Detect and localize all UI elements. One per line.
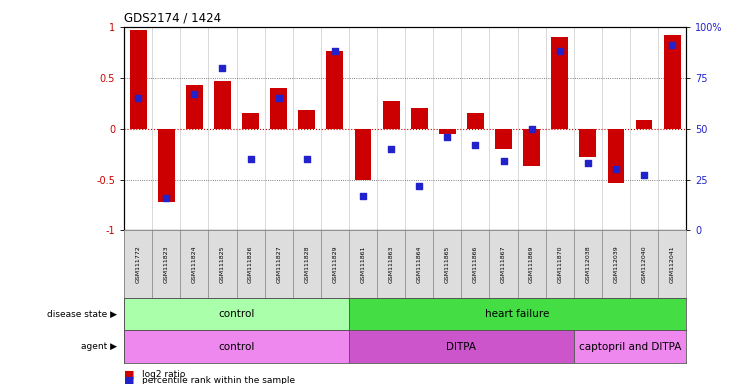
Text: heart failure: heart failure — [485, 309, 550, 319]
Text: GSM111869: GSM111869 — [529, 245, 534, 283]
Bar — [186, 85, 203, 129]
Text: GSM111866: GSM111866 — [473, 245, 478, 283]
Text: GSM111867: GSM111867 — [501, 245, 506, 283]
Bar — [237, 230, 264, 298]
Bar — [434, 230, 461, 298]
Text: disease state ▶: disease state ▶ — [47, 310, 117, 318]
Bar — [377, 230, 405, 298]
Text: GSM111864: GSM111864 — [417, 245, 422, 283]
Text: GSM111861: GSM111861 — [361, 245, 366, 283]
Point — [245, 156, 256, 162]
Point — [442, 134, 453, 140]
Bar — [658, 230, 686, 298]
Bar — [636, 121, 653, 129]
Bar — [214, 81, 231, 129]
Bar — [546, 230, 574, 298]
Bar — [264, 230, 293, 298]
Text: GSM111825: GSM111825 — [220, 245, 225, 283]
Bar — [574, 230, 602, 298]
Text: captopril and DITPA: captopril and DITPA — [579, 341, 681, 352]
Point — [526, 126, 537, 132]
Text: control: control — [218, 309, 255, 319]
Bar — [439, 129, 456, 134]
Text: GSM112039: GSM112039 — [613, 245, 618, 283]
Bar — [574, 330, 686, 363]
Bar — [607, 129, 624, 182]
Point — [610, 166, 622, 172]
Text: GSM111823: GSM111823 — [164, 245, 169, 283]
Bar — [630, 230, 658, 298]
Bar — [383, 101, 399, 129]
Point — [469, 142, 481, 148]
Bar — [523, 129, 540, 166]
Text: GSM111870: GSM111870 — [557, 245, 562, 283]
Point — [188, 91, 200, 97]
Bar — [180, 230, 209, 298]
Text: log2 ratio: log2 ratio — [142, 370, 185, 379]
Bar — [580, 129, 596, 157]
Bar — [326, 51, 343, 129]
Point — [217, 65, 228, 71]
Point — [357, 193, 369, 199]
Point — [385, 146, 397, 152]
Bar — [349, 230, 377, 298]
Bar — [270, 88, 287, 129]
Bar — [124, 298, 349, 330]
Bar — [490, 230, 518, 298]
Text: GDS2174 / 1424: GDS2174 / 1424 — [124, 11, 221, 24]
Bar — [299, 110, 315, 129]
Bar — [321, 230, 349, 298]
Point — [554, 48, 566, 55]
Bar — [124, 330, 349, 363]
Bar — [349, 298, 686, 330]
Bar — [130, 30, 147, 129]
Bar — [153, 230, 180, 298]
Bar — [158, 129, 174, 202]
Text: GSM111863: GSM111863 — [388, 245, 393, 283]
Bar — [551, 37, 568, 129]
Text: GSM111828: GSM111828 — [304, 245, 310, 283]
Bar — [495, 129, 512, 149]
Text: GSM111865: GSM111865 — [445, 245, 450, 283]
Text: GSM112040: GSM112040 — [642, 245, 647, 283]
Text: ■: ■ — [124, 369, 134, 379]
Point — [329, 48, 341, 55]
Point — [413, 182, 425, 189]
Text: GSM111827: GSM111827 — [276, 245, 281, 283]
Text: GSM112038: GSM112038 — [585, 245, 591, 283]
Bar — [242, 113, 259, 129]
Bar — [664, 35, 680, 129]
Text: GSM111772: GSM111772 — [136, 245, 141, 283]
Point — [666, 42, 678, 48]
Bar — [293, 230, 321, 298]
Point — [161, 195, 172, 201]
Point — [132, 95, 144, 101]
Text: GSM111829: GSM111829 — [332, 245, 337, 283]
Text: agent ▶: agent ▶ — [81, 342, 117, 351]
Point — [301, 156, 312, 162]
Point — [273, 95, 285, 101]
Bar — [209, 230, 237, 298]
Bar — [124, 230, 152, 298]
Text: GSM111826: GSM111826 — [248, 245, 253, 283]
Point — [498, 158, 510, 164]
Text: ■: ■ — [124, 376, 134, 384]
Bar — [405, 230, 434, 298]
Bar — [349, 330, 574, 363]
Text: GSM112041: GSM112041 — [669, 245, 675, 283]
Text: control: control — [218, 341, 255, 352]
Bar — [355, 129, 372, 180]
Bar — [518, 230, 546, 298]
Text: percentile rank within the sample: percentile rank within the sample — [142, 376, 296, 384]
Bar — [411, 108, 428, 129]
Bar — [461, 230, 490, 298]
Bar — [467, 113, 484, 129]
Text: DITPA: DITPA — [446, 341, 477, 352]
Point — [582, 160, 593, 166]
Bar — [602, 230, 630, 298]
Text: GSM111824: GSM111824 — [192, 245, 197, 283]
Point — [638, 172, 650, 179]
